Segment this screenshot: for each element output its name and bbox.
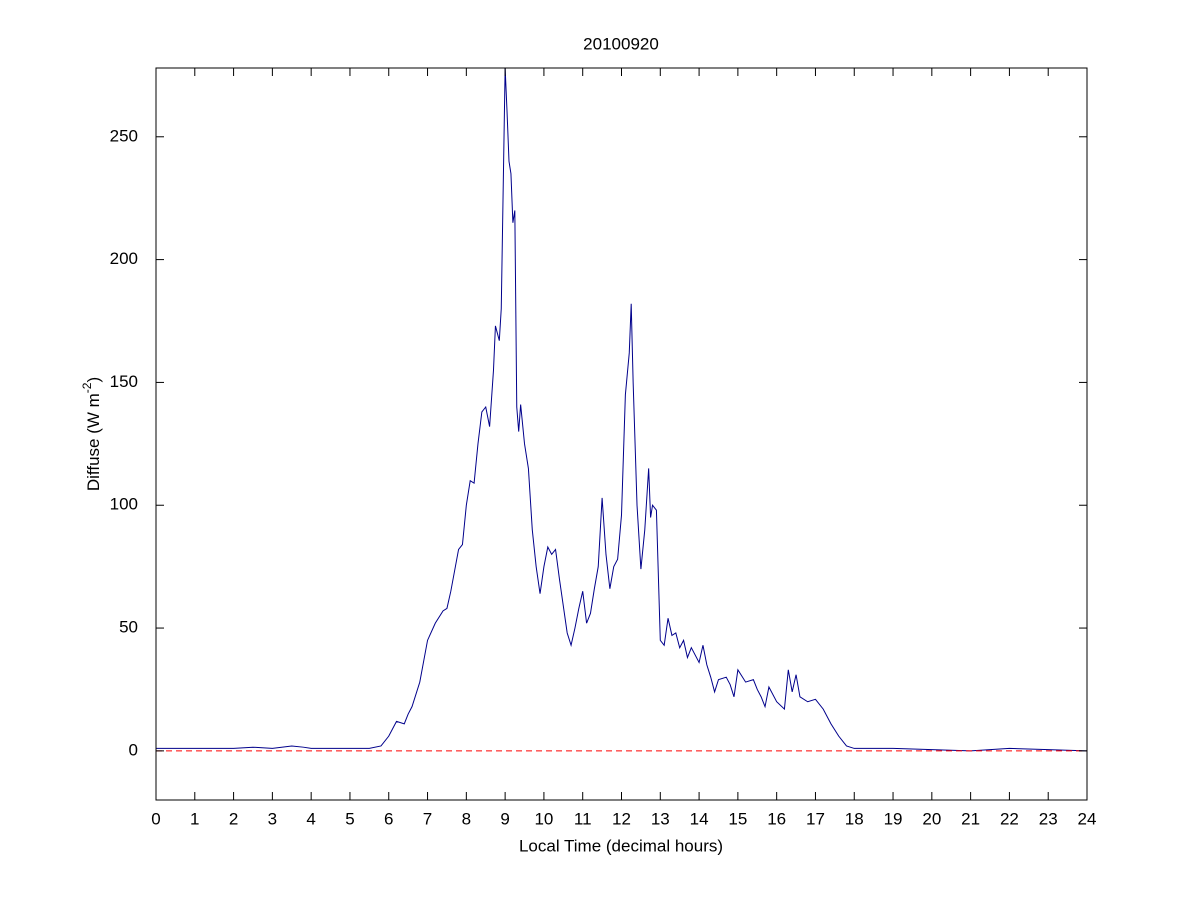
- y-label-sup: -2: [80, 382, 94, 393]
- x-tick-label: 9: [500, 809, 509, 828]
- x-tick-label: 10: [534, 809, 553, 828]
- y-tick-label: 150: [110, 372, 138, 391]
- x-tick-label: 7: [423, 809, 432, 828]
- y-tick-label: 0: [129, 740, 138, 759]
- x-tick-label: 23: [1039, 809, 1058, 828]
- x-tick-label: 18: [845, 809, 864, 828]
- x-tick-label: 22: [1000, 809, 1019, 828]
- x-tick-label: 2: [229, 809, 238, 828]
- x-tick-label: 24: [1078, 809, 1097, 828]
- x-tick-label: 0: [151, 809, 160, 828]
- x-tick-label: 1: [190, 809, 199, 828]
- x-tick-label: 12: [612, 809, 631, 828]
- y-tick-label: 50: [119, 618, 138, 637]
- x-tick-label: 21: [961, 809, 980, 828]
- y-tick-label: 200: [110, 249, 138, 268]
- x-tick-label: 19: [884, 809, 903, 828]
- y-label-end: ): [84, 377, 103, 383]
- y-tick-label: 250: [110, 126, 138, 145]
- x-axis-label: Local Time (decimal hours): [519, 836, 723, 855]
- y-tick-label: 100: [110, 495, 138, 514]
- y-label-text: Diffuse (W m: [84, 393, 103, 491]
- x-tick-label: 15: [728, 809, 747, 828]
- x-tick-label: 5: [345, 809, 354, 828]
- data-line: [156, 67, 1088, 752]
- x-tick-label: 8: [462, 809, 471, 828]
- chart-title: 20100920: [583, 34, 659, 53]
- x-tick-label: 20: [922, 809, 941, 828]
- x-tick-label: 14: [690, 809, 709, 828]
- x-tick-label: 4: [306, 809, 315, 828]
- x-tick-label: 16: [767, 809, 786, 828]
- x-tick-label: 3: [268, 809, 277, 828]
- x-tick-label: 6: [384, 809, 393, 828]
- x-tick-label: 13: [651, 809, 670, 828]
- y-axis-label: Diffuse (W m-2): [80, 377, 103, 491]
- x-tick-label: 17: [806, 809, 825, 828]
- x-tick-label: 11: [574, 809, 592, 828]
